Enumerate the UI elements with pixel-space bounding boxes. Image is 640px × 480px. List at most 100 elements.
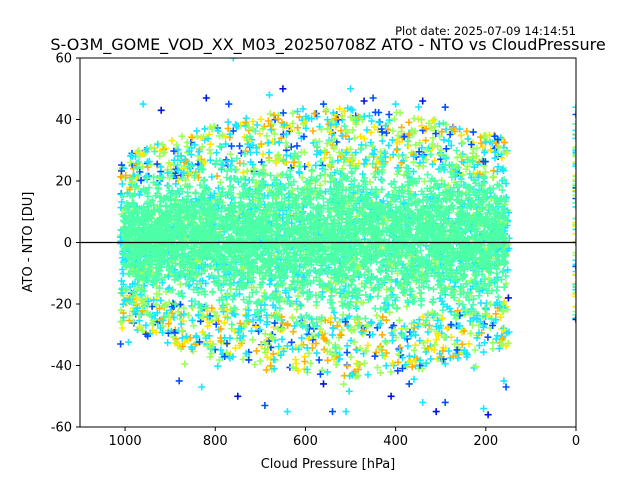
scatter-point bbox=[170, 313, 178, 321]
scatter-point bbox=[351, 134, 359, 142]
scatter-point bbox=[182, 332, 190, 340]
scatter-point bbox=[221, 353, 229, 360]
scatter-point bbox=[484, 333, 492, 341]
scatter-point bbox=[493, 139, 500, 147]
scatter-point bbox=[463, 127, 471, 135]
scatter-point bbox=[415, 103, 423, 111]
scatter-point bbox=[266, 110, 274, 118]
scatter-point bbox=[451, 127, 459, 135]
scatter-point bbox=[345, 387, 353, 395]
scatter-point bbox=[261, 330, 269, 338]
scatter-point bbox=[368, 142, 376, 150]
scatter-point bbox=[436, 132, 444, 140]
scatter-point bbox=[158, 279, 166, 287]
scatter-point bbox=[412, 331, 419, 339]
scatter-point bbox=[253, 121, 261, 129]
scatter-point bbox=[438, 128, 446, 136]
scatter-point bbox=[370, 151, 378, 159]
scatter-point bbox=[405, 131, 413, 139]
scatter-point bbox=[320, 334, 328, 342]
scatter-point bbox=[382, 122, 390, 130]
scatter-point bbox=[256, 130, 264, 138]
scatter-point bbox=[417, 301, 425, 309]
scatter-point bbox=[218, 166, 225, 174]
scatter-point bbox=[195, 148, 203, 156]
scatter-point bbox=[435, 120, 443, 128]
scatter-point bbox=[294, 124, 302, 132]
scatter-point bbox=[386, 308, 393, 316]
scatter-point bbox=[292, 360, 300, 367]
scatter-point bbox=[393, 305, 401, 313]
scatter-point bbox=[303, 365, 311, 373]
scatter-point bbox=[147, 143, 155, 151]
scatter-point bbox=[393, 164, 401, 172]
scatter-point bbox=[469, 128, 477, 136]
scatter-point bbox=[252, 323, 260, 331]
scatter-point bbox=[445, 137, 453, 145]
scatter-point bbox=[453, 336, 461, 344]
scatter-point bbox=[267, 126, 275, 134]
scatter-point bbox=[414, 322, 422, 330]
scatter-point bbox=[323, 106, 330, 113]
scatter-point bbox=[336, 105, 344, 113]
scatter-point bbox=[350, 338, 358, 346]
scatter-point bbox=[270, 323, 278, 331]
scatter-point bbox=[214, 127, 222, 135]
scatter-point bbox=[165, 320, 173, 328]
scatter-point bbox=[343, 349, 351, 357]
scatter-point bbox=[204, 322, 212, 330]
scatter-point bbox=[231, 344, 239, 352]
scatter-point bbox=[168, 309, 176, 317]
scatter-point bbox=[381, 153, 389, 161]
scatter-point bbox=[289, 109, 297, 117]
scatter-point bbox=[352, 345, 360, 353]
scatter-point bbox=[342, 126, 350, 134]
scatter-point bbox=[245, 356, 253, 364]
scatter-point bbox=[489, 173, 497, 181]
scatter-point bbox=[227, 150, 234, 158]
scatter-point bbox=[305, 335, 312, 343]
scatter-point bbox=[223, 349, 231, 356]
scatter-point bbox=[493, 299, 501, 306]
scatter-point bbox=[179, 342, 187, 350]
scatter-point bbox=[168, 137, 176, 145]
scatter-point bbox=[242, 114, 250, 122]
scatter-point bbox=[270, 111, 278, 119]
scatter-point bbox=[138, 327, 146, 335]
scatter-point bbox=[370, 123, 378, 131]
scatter-point bbox=[217, 346, 225, 354]
scatter-point bbox=[131, 308, 139, 316]
scatter-point bbox=[388, 337, 396, 345]
scatter-point bbox=[245, 123, 253, 131]
scatter-point bbox=[477, 139, 485, 147]
scatter-point bbox=[142, 173, 150, 181]
scatter-point bbox=[118, 277, 125, 285]
scatter-point bbox=[236, 319, 244, 327]
scatter-point bbox=[404, 342, 412, 350]
scatter-point bbox=[289, 345, 297, 353]
scatter-point bbox=[228, 142, 235, 150]
scatter-point bbox=[158, 141, 166, 149]
scatter-point bbox=[394, 358, 402, 366]
scatter-point bbox=[309, 336, 317, 344]
scatter-point bbox=[206, 156, 214, 164]
scatter-point bbox=[289, 328, 297, 336]
scatter-point bbox=[364, 341, 372, 349]
scatter-point bbox=[157, 324, 165, 332]
scatter-point bbox=[475, 329, 483, 337]
scatter-point bbox=[443, 324, 451, 332]
scatter-point bbox=[418, 122, 426, 130]
scatter-point bbox=[223, 300, 231, 308]
scatter-point bbox=[489, 345, 497, 353]
scatter-point bbox=[383, 129, 390, 137]
scatter-point bbox=[457, 152, 465, 160]
scatter-point bbox=[329, 109, 337, 117]
scatter-point bbox=[432, 336, 440, 344]
scatter-point bbox=[371, 352, 379, 360]
scatter-point bbox=[296, 313, 304, 321]
scatter-point bbox=[440, 136, 448, 144]
scatter-point bbox=[407, 356, 415, 364]
scatter-point bbox=[188, 316, 196, 324]
scatter-point bbox=[410, 115, 418, 123]
scatter-point bbox=[272, 159, 280, 167]
